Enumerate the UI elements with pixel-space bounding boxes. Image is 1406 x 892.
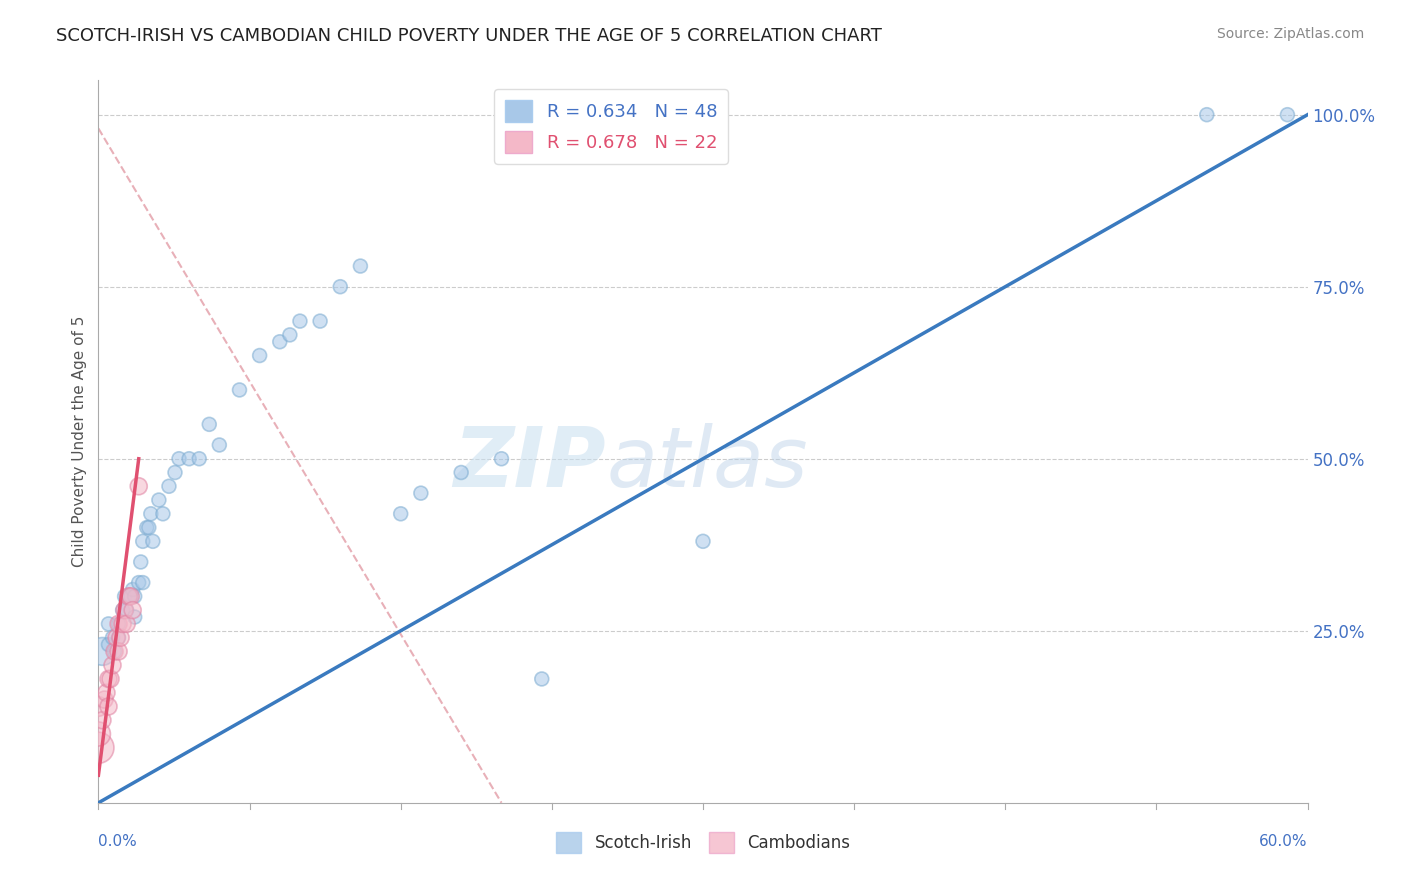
Point: [1277, 108, 1299, 122]
Text: SCOTCH-IRISH VS CAMBODIAN CHILD POVERTY UNDER THE AGE OF 5 CORRELATION CHART: SCOTCH-IRISH VS CAMBODIAN CHILD POVERTY …: [56, 27, 882, 45]
Point: [124, 610, 146, 624]
Point: [118, 590, 141, 604]
Point: [124, 590, 146, 604]
Text: 60.0%: 60.0%: [1260, 834, 1308, 849]
Point: [121, 603, 143, 617]
Point: [132, 534, 155, 549]
Point: [91, 644, 114, 658]
Point: [278, 327, 301, 342]
Point: [103, 644, 125, 658]
Text: Source: ZipAtlas.com: Source: ZipAtlas.com: [1216, 27, 1364, 41]
Text: ZIP: ZIP: [454, 423, 606, 504]
Point: [97, 638, 120, 652]
Point: [530, 672, 553, 686]
Point: [107, 644, 129, 658]
Point: [115, 603, 138, 617]
Point: [249, 349, 271, 363]
Point: [135, 520, 157, 534]
Point: [198, 417, 221, 432]
Point: [269, 334, 291, 349]
Point: [87, 699, 110, 714]
Point: [692, 534, 714, 549]
Point: [138, 520, 160, 534]
Point: [1195, 108, 1218, 122]
Point: [93, 692, 115, 706]
Point: [228, 383, 250, 397]
Point: [128, 479, 150, 493]
Point: [118, 590, 141, 604]
Point: [163, 466, 186, 480]
Point: [120, 590, 142, 604]
Point: [107, 631, 129, 645]
Legend: Scotch-Irish, Cambodians: Scotch-Irish, Cambodians: [550, 826, 856, 860]
Point: [148, 493, 170, 508]
Point: [120, 590, 142, 604]
Point: [188, 451, 211, 466]
Point: [97, 616, 120, 631]
Point: [100, 672, 122, 686]
Text: atlas: atlas: [606, 423, 808, 504]
Point: [107, 616, 129, 631]
Point: [121, 582, 143, 597]
Point: [208, 438, 231, 452]
Point: [167, 451, 190, 466]
Point: [129, 555, 152, 569]
Point: [115, 616, 138, 631]
Point: [132, 575, 155, 590]
Point: [107, 616, 129, 631]
Point: [114, 603, 136, 617]
Point: [91, 713, 114, 727]
Y-axis label: Child Poverty Under the Age of 5: Child Poverty Under the Age of 5: [72, 316, 87, 567]
Point: [101, 631, 124, 645]
Point: [450, 466, 472, 480]
Point: [389, 507, 412, 521]
Point: [142, 534, 165, 549]
Point: [97, 699, 120, 714]
Point: [349, 259, 371, 273]
Point: [87, 740, 110, 755]
Text: 0.0%: 0.0%: [98, 834, 138, 849]
Point: [97, 672, 120, 686]
Point: [114, 590, 136, 604]
Point: [87, 727, 110, 741]
Point: [128, 575, 150, 590]
Point: [101, 658, 124, 673]
Point: [111, 603, 134, 617]
Point: [110, 631, 132, 645]
Point: [179, 451, 201, 466]
Point: [309, 314, 332, 328]
Point: [329, 279, 352, 293]
Point: [152, 507, 174, 521]
Point: [491, 451, 513, 466]
Point: [103, 644, 125, 658]
Point: [139, 507, 162, 521]
Point: [105, 631, 128, 645]
Point: [409, 486, 432, 500]
Point: [288, 314, 311, 328]
Point: [111, 616, 134, 631]
Point: [157, 479, 180, 493]
Point: [96, 686, 118, 700]
